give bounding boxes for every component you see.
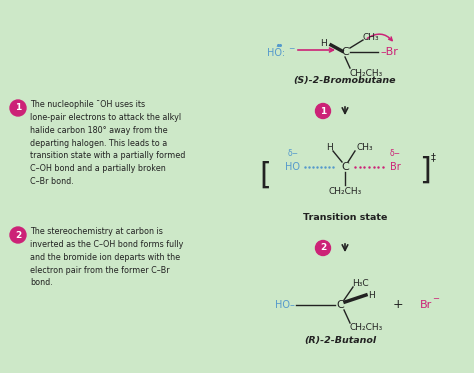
Text: HO–: HO– [275, 300, 295, 310]
Text: Transition state: Transition state [303, 213, 387, 223]
Text: −: − [432, 295, 439, 304]
Text: CH₃: CH₃ [357, 142, 374, 151]
Text: Br: Br [390, 162, 401, 172]
Text: −: − [288, 44, 294, 53]
Text: 2: 2 [15, 231, 21, 239]
Circle shape [10, 100, 26, 116]
Text: ]: ] [419, 156, 431, 185]
FancyArrowPatch shape [367, 34, 392, 41]
Text: (S)-2-Bromobutane: (S)-2-Bromobutane [294, 75, 396, 85]
Text: (R)-2-Butanol: (R)-2-Butanol [304, 335, 376, 345]
Text: HÖ:: HÖ: [267, 48, 285, 58]
Text: 2: 2 [320, 244, 326, 253]
Text: ‡: ‡ [430, 152, 436, 162]
Text: C: C [341, 162, 349, 172]
FancyArrowPatch shape [298, 48, 333, 52]
Text: δ−: δ− [390, 148, 401, 157]
Text: –Br: –Br [380, 47, 398, 57]
Text: H: H [327, 142, 333, 151]
Circle shape [10, 227, 26, 243]
Text: Br: Br [420, 300, 432, 310]
Text: CH₂CH₃: CH₂CH₃ [350, 323, 383, 332]
Text: [: [ [259, 160, 271, 189]
Text: 1: 1 [15, 103, 21, 113]
Text: H: H [368, 291, 375, 300]
Text: CH₂CH₃: CH₂CH₃ [350, 69, 383, 78]
Circle shape [316, 103, 330, 119]
Text: C: C [341, 47, 349, 57]
Text: 1: 1 [320, 107, 326, 116]
Text: The stereochemistry at carbon is
inverted as the C–OH bond forms fully
and the b: The stereochemistry at carbon is inverte… [30, 227, 183, 288]
Text: HO: HO [285, 162, 301, 172]
Text: C: C [336, 300, 344, 310]
Text: +: + [392, 298, 403, 311]
Text: CH₂CH₃: CH₂CH₃ [328, 187, 362, 196]
Circle shape [316, 241, 330, 256]
Text: H₃C: H₃C [352, 279, 369, 288]
Text: H: H [320, 40, 327, 48]
Text: The nucleophile ¯OH uses its
lone-pair electrons to attack the alkyl
halide carb: The nucleophile ¯OH uses its lone-pair e… [30, 100, 185, 186]
Text: CH₃: CH₃ [363, 34, 380, 43]
Text: δ−: δ− [288, 148, 299, 157]
